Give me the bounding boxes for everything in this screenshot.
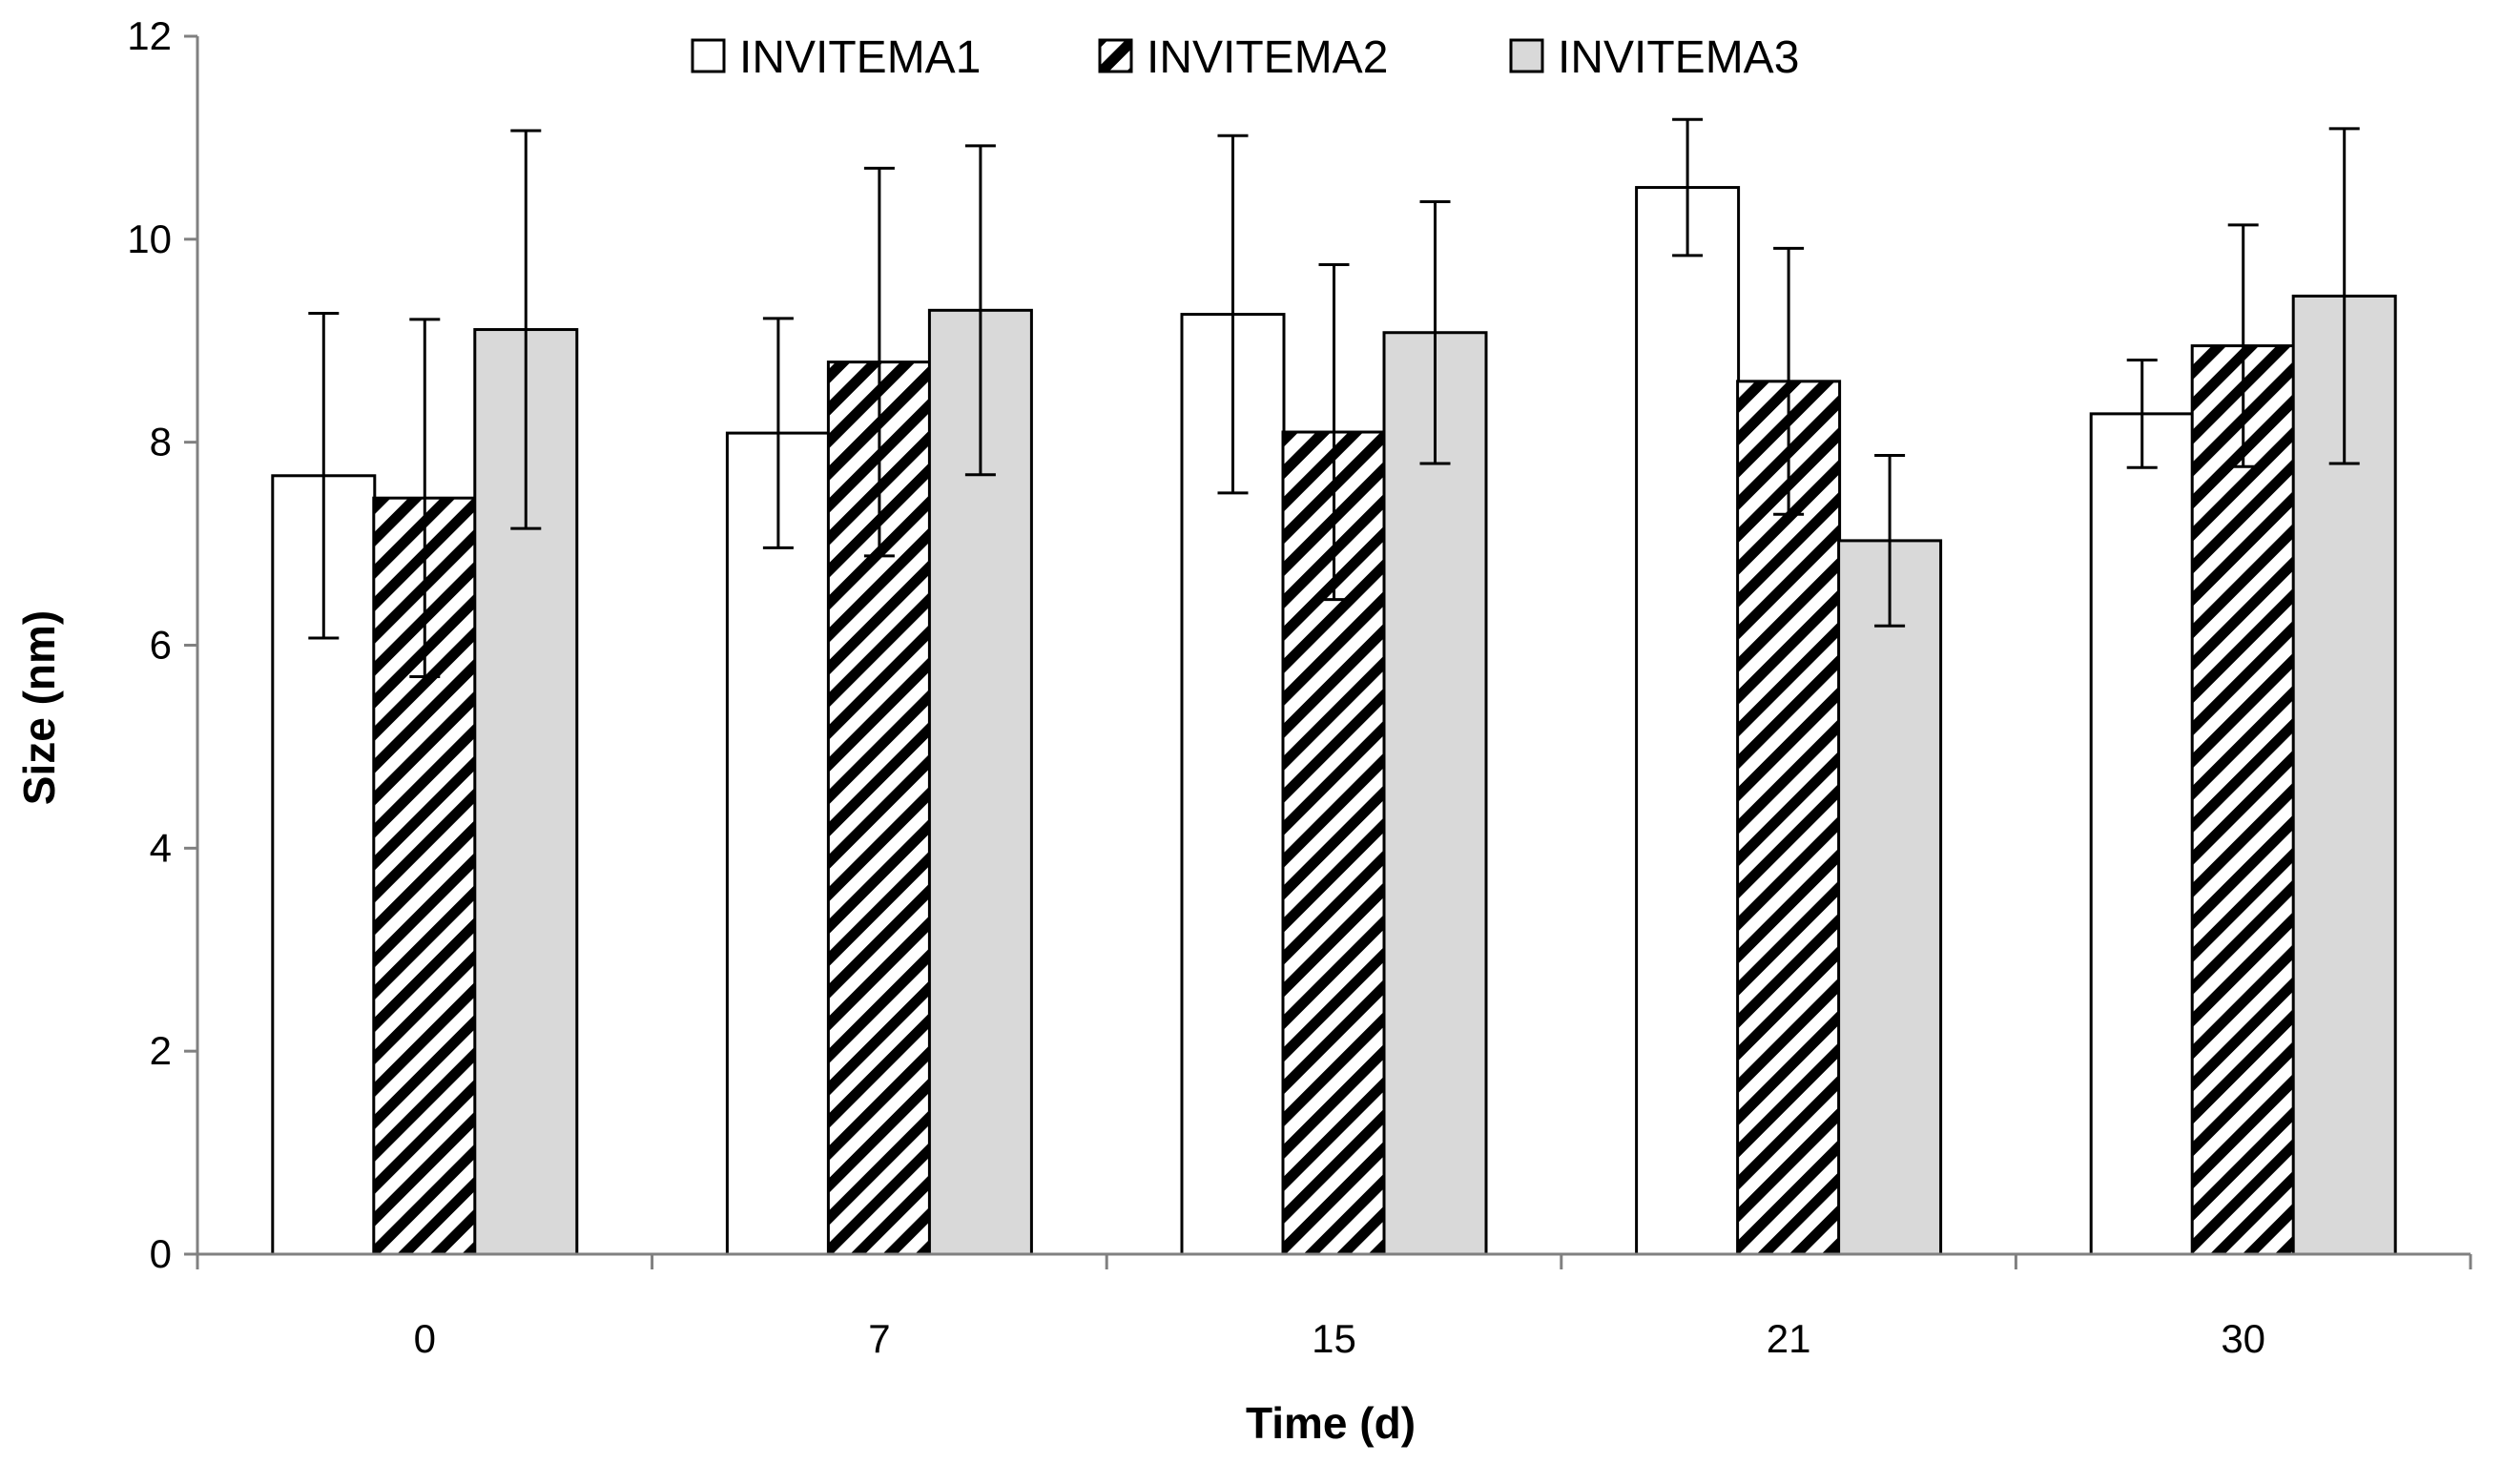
bar-invitema3-t15	[1382, 331, 1488, 1256]
y-tick-label-0: 0	[150, 1231, 172, 1276]
x-tick-label-0: 0	[414, 1316, 436, 1361]
bar-invitema1-t7	[725, 431, 831, 1256]
bar-invitema3-t21	[1837, 539, 1943, 1256]
error-bar-invitema3-t0	[510, 129, 542, 530]
error-bar-invitema2-t21	[1773, 246, 1805, 516]
legend: INVITEMA1 INVITEMA2 INVITEMA3	[691, 32, 1799, 83]
error-bar-invitema3-t15	[1419, 199, 1451, 465]
error-bar-invitema2-t7	[863, 166, 895, 558]
error-bar-invitema1-t21	[1672, 117, 1704, 258]
y-tick-label-2: 2	[150, 1028, 172, 1073]
error-bar-invitema2-t0	[409, 318, 441, 678]
legend-swatch-invitema1	[691, 38, 726, 73]
y-tick-label-6: 6	[150, 623, 172, 668]
y-tick-label-8: 8	[150, 420, 172, 464]
error-bar-invitema1-t15	[1217, 134, 1249, 495]
error-bar-invitema1-t7	[762, 317, 794, 549]
legend-item-invitema3: INVITEMA3	[1509, 32, 1799, 83]
x-ticks: 0 7 15 21 30	[196, 1254, 2472, 1361]
legend-item-invitema1: INVITEMA1	[691, 32, 981, 83]
legend-item-invitema2: INVITEMA2	[1098, 32, 1388, 83]
error-bar-invitema2-t30	[2227, 223, 2259, 468]
legend-label-invitema3: INVITEMA3	[1558, 32, 1799, 83]
y-axis-title: Size (nm)	[14, 610, 64, 805]
bar-invitema1-t30	[2089, 412, 2195, 1256]
x-tick-label-7: 7	[868, 1316, 890, 1361]
bar-invitema1-t21	[1635, 186, 1741, 1256]
x-tick-label-21: 21	[1767, 1316, 1811, 1361]
legend-label-invitema2: INVITEMA2	[1147, 32, 1388, 83]
legend-label-invitema1: INVITEMA1	[739, 32, 981, 83]
error-bar-invitema1-t0	[308, 312, 340, 640]
x-tick-label-30: 30	[2221, 1316, 2265, 1361]
error-bar-invitema3-t7	[964, 144, 996, 477]
y-tick-label-12: 12	[127, 13, 172, 58]
y-tick-label-10: 10	[127, 216, 172, 261]
bar-invitema2-t30	[2190, 344, 2296, 1256]
y-tick-label-4: 4	[150, 825, 172, 870]
error-bar-invitema2-t15	[1318, 262, 1350, 602]
legend-swatch-invitema3	[1509, 38, 1544, 73]
error-bar-invitema3-t21	[1874, 454, 1906, 628]
y-ticks: 0 2 4 6 8 10 12	[127, 13, 197, 1276]
x-axis-title: Time (d)	[1246, 1398, 1416, 1448]
legend-swatch-invitema2	[1098, 38, 1133, 73]
error-bar-invitema1-t30	[2126, 358, 2158, 469]
x-tick-label-15: 15	[1312, 1316, 1356, 1361]
error-bars	[308, 117, 2360, 678]
error-bar-invitema3-t30	[2328, 127, 2360, 465]
